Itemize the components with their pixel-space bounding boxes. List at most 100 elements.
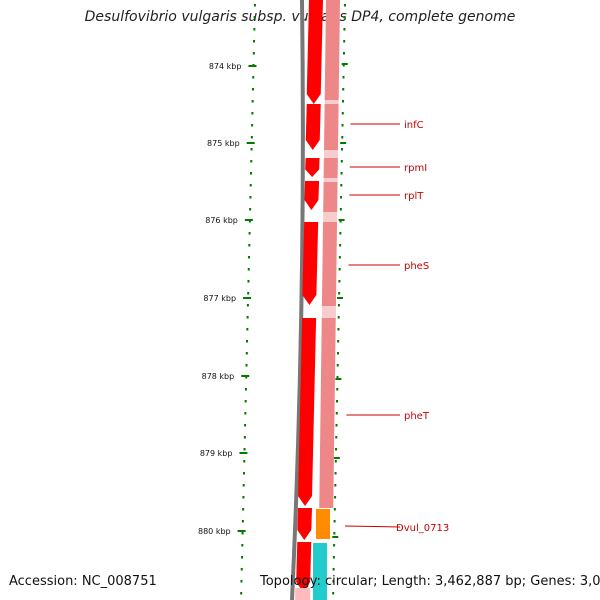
minor-tick-dot xyxy=(340,160,343,163)
minor-tick-dot xyxy=(336,364,339,367)
minor-tick-dot xyxy=(253,16,256,19)
tick-dots xyxy=(240,4,348,595)
minor-tick-dot xyxy=(249,172,252,175)
minor-tick-dot xyxy=(251,100,254,103)
minor-tick-dot xyxy=(339,244,342,247)
gene-arrow-fade xyxy=(295,588,311,600)
right-major-tick xyxy=(341,63,348,65)
gene-arrow xyxy=(297,508,312,540)
major-tick-label: 874 kbp xyxy=(209,62,242,71)
minor-tick-dot xyxy=(245,376,248,379)
minor-tick-dot xyxy=(240,580,243,583)
major-tick-label: 878 kbp xyxy=(202,372,235,381)
minor-tick-dot xyxy=(339,208,342,211)
minor-tick-dot xyxy=(253,28,256,31)
major-tick-label: 876 kbp xyxy=(205,216,238,225)
major-tick-label: 880 kbp xyxy=(198,527,231,536)
minor-tick-dot xyxy=(250,136,253,139)
gene-arrow xyxy=(302,222,319,305)
right-major-tick xyxy=(337,297,344,299)
gene-label: rpmI xyxy=(404,163,427,174)
gene-arrow xyxy=(296,542,312,592)
minor-tick-dot xyxy=(245,364,248,367)
minor-tick-dot xyxy=(343,40,346,43)
right-major-tick xyxy=(338,219,345,221)
minor-tick-dot xyxy=(332,580,335,583)
minor-tick-dot xyxy=(337,328,340,331)
minor-tick-dot xyxy=(251,112,254,115)
minor-tick-dot xyxy=(333,532,336,535)
right-major-tick xyxy=(333,457,340,459)
minor-tick-dot xyxy=(247,292,250,295)
feature-track xyxy=(290,0,340,600)
minor-tick-dot xyxy=(246,304,249,307)
minor-tick-dot xyxy=(338,256,341,259)
minor-tick-dot xyxy=(247,280,250,283)
minor-tick-dot xyxy=(246,328,249,331)
minor-tick-dot xyxy=(342,52,345,55)
backbone-line xyxy=(290,0,305,600)
minor-tick-dot xyxy=(338,280,341,283)
gene-leader-line xyxy=(344,525,401,528)
minor-tick-dot xyxy=(252,52,255,55)
minor-tick-dot xyxy=(343,4,346,7)
gene-labels: infC rpmI rplT pheS pheT Dvul_0713 xyxy=(344,120,449,534)
feature-block-light xyxy=(323,158,338,178)
minor-tick-dot xyxy=(248,244,251,247)
minor-tick-dot xyxy=(336,400,338,403)
minor-tick-dot xyxy=(338,292,341,295)
feature-block-light xyxy=(324,0,340,100)
minor-tick-dot xyxy=(252,76,255,79)
right-major-tick xyxy=(335,378,342,380)
minor-tick-dot xyxy=(336,376,339,379)
minor-tick-dot xyxy=(342,88,345,91)
minor-tick-dot xyxy=(241,532,244,535)
minor-tick-dot xyxy=(337,340,340,343)
minor-tick-dot xyxy=(251,124,254,127)
minor-tick-dot xyxy=(251,88,254,91)
gene-label: rplT xyxy=(404,191,424,202)
major-tick xyxy=(246,142,255,144)
accession-text: Accession: NC_008751 xyxy=(9,574,157,589)
feature-gap xyxy=(324,150,338,158)
minor-tick-dot xyxy=(333,508,336,511)
minor-tick-dot xyxy=(332,556,335,559)
minor-tick-dot xyxy=(332,592,335,595)
minor-tick-dot xyxy=(335,424,338,427)
minor-tick-dot xyxy=(336,352,339,355)
minor-tick-dot xyxy=(249,184,252,187)
minor-tick-dot xyxy=(339,232,342,235)
major-tick xyxy=(244,219,253,221)
minor-tick-dot xyxy=(333,520,336,523)
minor-tick-dot xyxy=(243,460,246,463)
minor-tick-dot xyxy=(249,196,252,199)
minor-tick-dot xyxy=(341,136,344,139)
gene-arrow xyxy=(304,181,320,210)
ruler: 874 kbp 875 kbp 876 kbp 877 kbp 878 kbp 879 k… xyxy=(198,62,257,536)
minor-tick-dot xyxy=(241,544,244,547)
minor-tick-dot xyxy=(334,460,337,463)
minor-tick-dot xyxy=(335,436,338,439)
minor-tick-dot xyxy=(247,268,250,271)
minor-tick-dot xyxy=(242,484,245,487)
minor-tick-dot xyxy=(342,76,345,79)
minor-tick-dot xyxy=(240,568,243,571)
major-tick-label: 875 kbp xyxy=(207,139,240,148)
minor-tick-dot xyxy=(242,508,245,511)
gene-arrow xyxy=(298,318,317,506)
minor-tick-dot xyxy=(248,232,251,235)
orange-feature xyxy=(316,509,330,539)
minor-tick-dot xyxy=(253,4,256,7)
minor-tick-dot xyxy=(337,316,340,319)
major-tick xyxy=(248,65,257,67)
feature-gap xyxy=(323,212,338,222)
minor-tick-dot xyxy=(332,568,335,571)
minor-tick-dot xyxy=(335,412,338,415)
minor-tick-dot xyxy=(241,520,244,523)
minor-tick-dot xyxy=(240,592,243,595)
minor-tick-dot xyxy=(246,340,249,343)
map-title: Desulfovibrio vulgaris subsp. vulgaris D… xyxy=(84,9,516,25)
minor-tick-dot xyxy=(248,256,251,259)
